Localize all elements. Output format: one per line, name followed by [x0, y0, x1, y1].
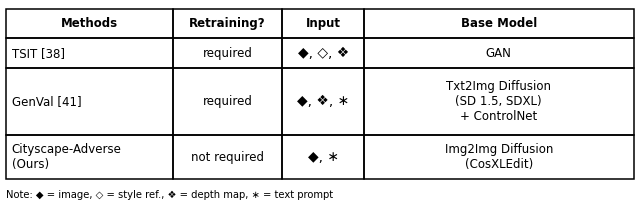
Text: ◆, ∗: ◆, ∗ [308, 150, 339, 164]
Bar [173, 39, 282, 68]
Text: GAN: GAN [486, 47, 512, 60]
Text: GenVal [41]: GenVal [41] [12, 95, 81, 108]
Bar [364, 9, 634, 39]
Bar [282, 9, 364, 39]
Bar [173, 135, 282, 179]
Text: not required: not required [191, 151, 264, 164]
Text: Methods: Methods [61, 17, 118, 30]
Bar [282, 39, 364, 68]
Text: Txt2Img Diffusion
(SD 1.5, SDXL)
+ ControlNet: Txt2Img Diffusion (SD 1.5, SDXL) + Contr… [446, 80, 551, 123]
Text: required: required [202, 95, 252, 108]
Bar [6, 9, 173, 39]
Bar [364, 135, 634, 179]
Bar [173, 9, 282, 39]
Bar [364, 68, 634, 135]
Text: ◆, ❖, ∗: ◆, ❖, ∗ [297, 94, 349, 108]
Text: ◆, ◇, ❖: ◆, ◇, ❖ [298, 46, 349, 60]
Text: Img2Img Diffusion
(CosXLEdit): Img2Img Diffusion (CosXLEdit) [445, 143, 553, 171]
Text: required: required [202, 47, 252, 60]
Bar [6, 39, 173, 68]
Text: Retraining?: Retraining? [189, 17, 266, 30]
Text: Base Model: Base Model [461, 17, 537, 30]
Text: Cityscape-Adverse
(Ours): Cityscape-Adverse (Ours) [12, 143, 122, 171]
Text: TSIT [38]: TSIT [38] [12, 47, 65, 60]
Text: Input: Input [306, 17, 340, 30]
Bar [282, 68, 364, 135]
Text: Note: ◆ = image, ◇ = style ref., ❖ = depth map, ∗ = text prompt: Note: ◆ = image, ◇ = style ref., ❖ = dep… [6, 190, 333, 200]
Bar [6, 68, 173, 135]
Bar [364, 39, 634, 68]
Bar [6, 135, 173, 179]
Bar [282, 135, 364, 179]
Bar [173, 68, 282, 135]
